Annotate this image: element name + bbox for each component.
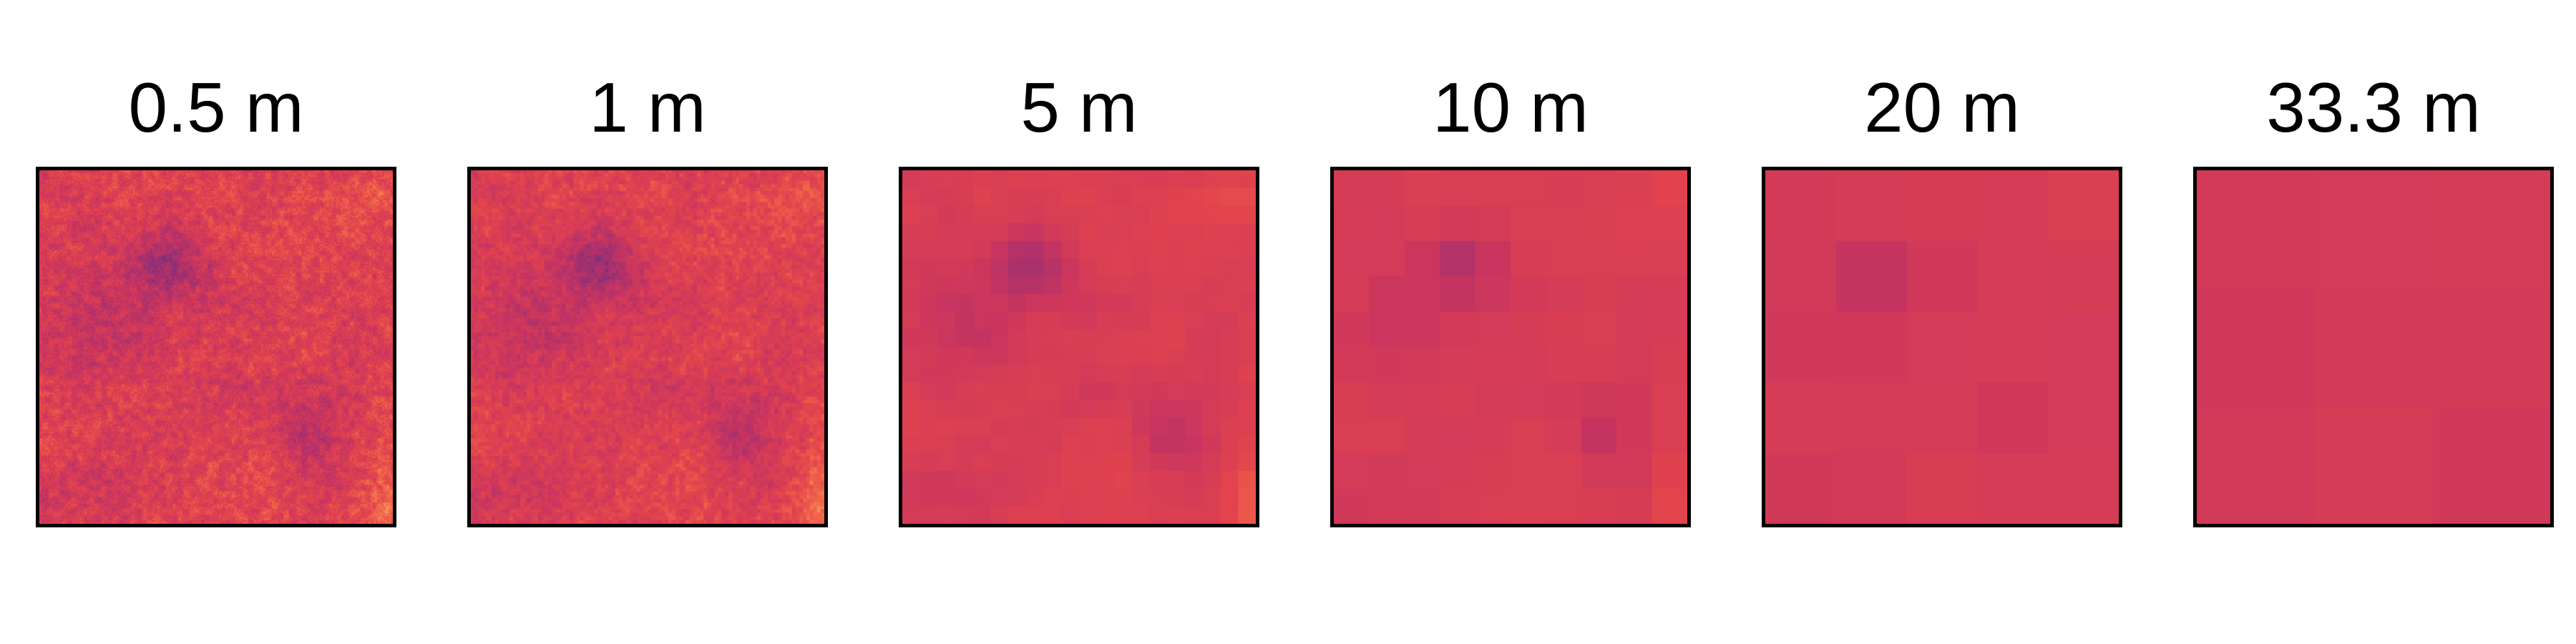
panel-title: 5 m: [1020, 68, 1138, 147]
panel-1m: 1 m: [467, 0, 828, 644]
panel-0-5m: 0.5 m: [36, 0, 396, 644]
panel-title: 33.3 m: [2266, 68, 2481, 147]
panel-title: 10 m: [1433, 68, 1589, 147]
panel-title: 20 m: [1864, 68, 2020, 147]
raster-map-20m: [1762, 167, 2122, 527]
panel-33-3m: 33.3 m: [2193, 0, 2554, 644]
panel-20m: 20 m: [1762, 0, 2122, 644]
panel-5m: 5 m: [899, 0, 1259, 644]
raster-map-33-3m: [2193, 167, 2554, 527]
panel-10m: 10 m: [1330, 0, 1691, 644]
raster-map-0-5m: [36, 167, 396, 527]
panel-title: 0.5 m: [128, 68, 304, 147]
raster-map-1m: [467, 167, 828, 527]
raster-map-5m: [899, 167, 1259, 527]
raster-map-10m: [1330, 167, 1691, 527]
panel-title: 1 m: [589, 68, 706, 147]
